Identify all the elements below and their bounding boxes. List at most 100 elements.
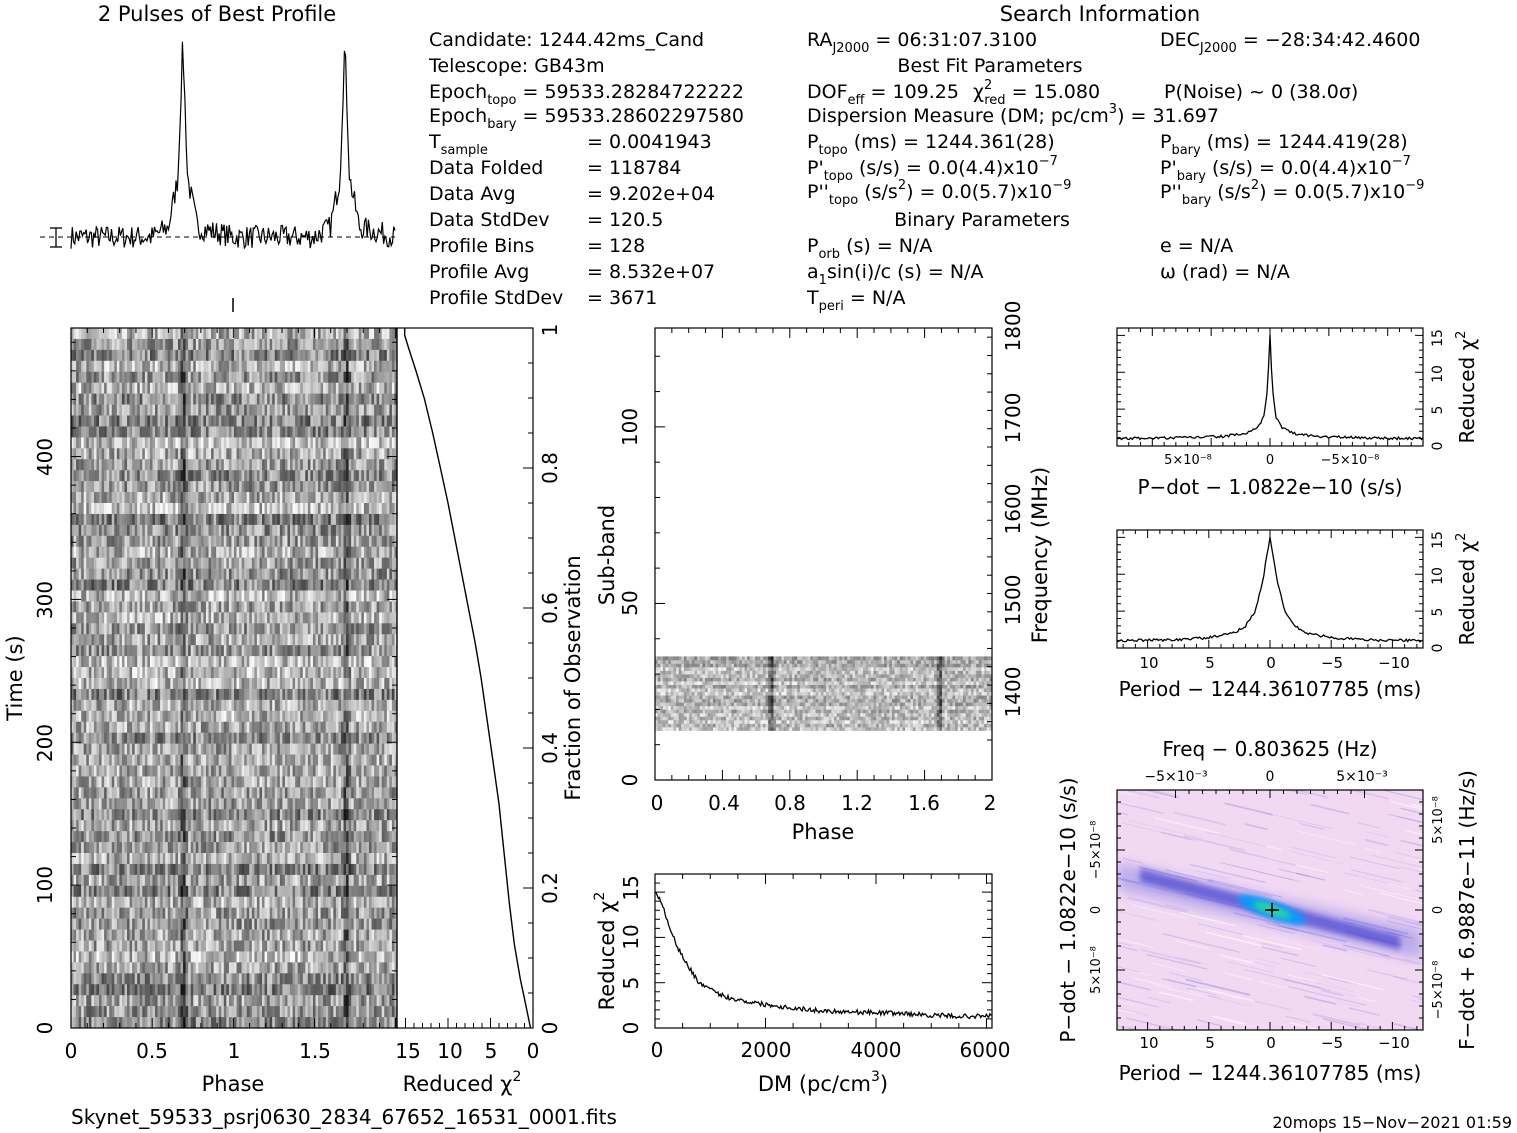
tp-cell (111, 382, 115, 394)
tp-cell (351, 590, 355, 602)
tp-cell (279, 426, 283, 438)
tp-cell (203, 338, 207, 351)
tp-cell (244, 546, 248, 558)
tp-cell (205, 393, 209, 405)
tp-cell (104, 328, 107, 340)
tp-cell (223, 535, 227, 548)
tp-cell (81, 688, 85, 701)
tp-cell (228, 404, 232, 416)
tp-cell (183, 393, 186, 405)
tp-cell (76, 349, 79, 362)
tp-cell (223, 470, 227, 482)
tp-cell (356, 459, 360, 471)
tp-cell (284, 601, 288, 613)
tp-cell (116, 721, 120, 733)
tp-cell (139, 557, 143, 569)
tp-cell (389, 732, 393, 744)
tp-cell (177, 338, 181, 351)
tp-cell (325, 513, 329, 526)
tp-cell (239, 437, 242, 449)
tp-cell (361, 437, 365, 449)
tp-cell (307, 524, 311, 537)
tp-cell (307, 601, 311, 613)
tp-cell (343, 382, 347, 394)
tp-cell (101, 634, 105, 646)
tp-cell (109, 667, 113, 679)
tp-cell (284, 360, 288, 373)
tp-cell (262, 382, 265, 394)
tp-cell (290, 360, 293, 373)
tp-cell (129, 481, 133, 493)
tp-cell (343, 721, 347, 733)
tp-cell (155, 426, 158, 438)
tp-cell (78, 492, 82, 504)
tp-cell (386, 634, 390, 646)
tp-cell (208, 360, 212, 373)
tp-cell (195, 732, 199, 744)
tp-cell (218, 721, 222, 733)
tp-cell (335, 678, 339, 690)
tp-cell (244, 678, 248, 690)
tp-cell (343, 732, 347, 744)
tp-cell (106, 437, 110, 449)
tp-cell (340, 426, 344, 438)
tp-cell (371, 645, 375, 657)
tp-cell (379, 688, 383, 701)
tp-cell (71, 634, 74, 646)
tp-cell (216, 623, 220, 635)
tp-cell (91, 349, 95, 362)
tp-cell (73, 349, 77, 362)
tp-cell (328, 710, 332, 723)
tp-cell (200, 492, 204, 504)
tp-cell (101, 360, 105, 373)
tp-cell (312, 535, 316, 548)
tp-cell (101, 656, 105, 668)
tp-cell (338, 590, 342, 602)
tp-cell (259, 546, 263, 558)
tp-cell (262, 437, 265, 449)
tp-cell (384, 634, 388, 646)
tp-cell (282, 338, 286, 351)
tp-cell (190, 426, 194, 438)
tp-cell (320, 656, 324, 668)
tp-cell (73, 360, 77, 373)
profile-avg-value: = 8.532e+07 (587, 261, 715, 283)
tp-cell (157, 546, 161, 558)
tp-cell (162, 371, 166, 383)
tp-cell (343, 437, 347, 449)
tp-cell (295, 503, 298, 515)
tp-cell (249, 667, 253, 679)
profile-plot (40, 41, 396, 250)
tp-cell (88, 732, 92, 744)
tp-cell (295, 546, 298, 558)
tp-cell (356, 546, 360, 558)
tp-cell (389, 634, 393, 646)
tp-cell (348, 623, 352, 635)
tp-cell (73, 513, 77, 526)
tp-cell (246, 382, 250, 394)
ecc-text: e = N/A (1160, 235, 1233, 257)
tp-cell (86, 678, 90, 690)
tp-cell (190, 448, 194, 460)
tp-cell (162, 732, 166, 744)
tp-cell (185, 404, 189, 416)
tp-cell (144, 667, 148, 679)
tp-cell (282, 667, 286, 679)
tp-cell (175, 404, 179, 416)
tp-cell (134, 645, 138, 657)
tp-cell (384, 579, 388, 591)
tp-cell (213, 612, 217, 624)
tp-cell (134, 601, 138, 613)
tp-cell (351, 503, 355, 515)
tp-cell (111, 437, 115, 449)
tp-cell (259, 732, 263, 744)
tp-cell (185, 382, 189, 394)
tp-cell (249, 524, 253, 537)
tp-cell (78, 568, 82, 580)
tp-cell (297, 459, 301, 471)
tp-cell (88, 645, 92, 657)
tp-cell (381, 382, 385, 394)
tp-cell (218, 513, 222, 526)
tp-cell (353, 524, 357, 537)
tp-cell (104, 448, 107, 460)
